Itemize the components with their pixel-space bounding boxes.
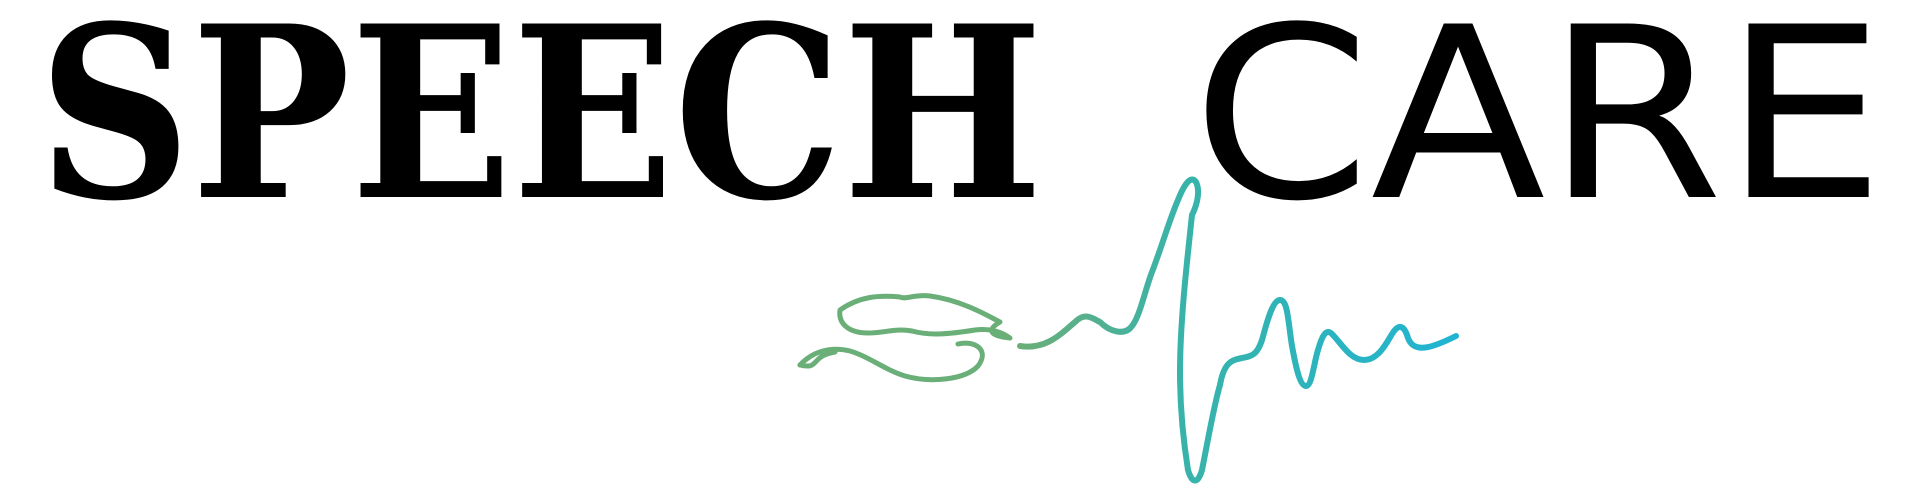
brand-word-speech: SPEECH bbox=[38, 0, 1043, 254]
brand-word-care: CARE bbox=[1192, 0, 1885, 254]
heartbeat-wave-icon bbox=[1017, 176, 1459, 484]
lips-icon bbox=[797, 293, 1013, 383]
